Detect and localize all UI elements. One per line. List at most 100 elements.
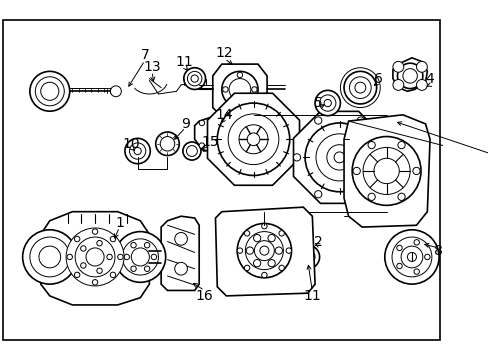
Circle shape [400, 246, 422, 268]
Circle shape [397, 193, 405, 201]
Circle shape [413, 269, 419, 274]
Circle shape [144, 266, 149, 271]
Circle shape [228, 78, 250, 100]
Circle shape [416, 62, 427, 72]
Circle shape [97, 268, 102, 274]
Circle shape [199, 120, 204, 126]
Circle shape [326, 145, 351, 170]
Circle shape [391, 237, 431, 277]
Circle shape [129, 143, 145, 159]
Text: 10: 10 [122, 137, 140, 151]
Circle shape [324, 99, 331, 107]
Text: 1: 1 [115, 216, 123, 230]
Circle shape [222, 71, 258, 108]
Circle shape [122, 239, 158, 275]
Circle shape [367, 193, 374, 201]
Circle shape [151, 254, 156, 260]
Circle shape [319, 95, 335, 111]
Circle shape [237, 72, 242, 78]
Circle shape [187, 71, 202, 86]
Circle shape [131, 266, 136, 271]
Circle shape [397, 63, 422, 89]
Circle shape [424, 254, 429, 260]
Polygon shape [215, 207, 314, 296]
Circle shape [251, 87, 257, 92]
Circle shape [367, 141, 374, 149]
Circle shape [261, 273, 266, 278]
Polygon shape [194, 112, 244, 151]
Circle shape [305, 123, 373, 192]
Circle shape [118, 254, 123, 260]
Circle shape [300, 250, 314, 264]
Text: 15: 15 [201, 135, 219, 149]
Circle shape [228, 114, 278, 165]
Circle shape [315, 134, 362, 181]
Circle shape [356, 190, 364, 198]
Polygon shape [212, 64, 266, 117]
Circle shape [237, 101, 242, 107]
Circle shape [261, 224, 266, 229]
Circle shape [402, 69, 417, 83]
Circle shape [110, 236, 116, 242]
Circle shape [244, 265, 249, 271]
Circle shape [199, 143, 204, 148]
Circle shape [384, 230, 438, 284]
Polygon shape [344, 115, 429, 227]
Circle shape [237, 224, 291, 278]
Circle shape [174, 262, 187, 275]
Circle shape [134, 147, 141, 155]
Circle shape [267, 234, 275, 242]
Circle shape [314, 117, 321, 124]
Circle shape [392, 80, 403, 90]
Circle shape [362, 147, 409, 194]
Text: 6: 6 [373, 72, 382, 86]
Text: 12: 12 [215, 46, 233, 60]
Text: 2: 2 [314, 235, 323, 248]
Text: 9: 9 [181, 117, 190, 131]
Circle shape [245, 231, 283, 270]
Polygon shape [161, 216, 199, 291]
Circle shape [183, 142, 201, 160]
Circle shape [186, 145, 197, 157]
Polygon shape [392, 58, 427, 91]
Text: 8: 8 [433, 244, 442, 258]
Circle shape [22, 230, 77, 284]
Circle shape [237, 248, 242, 253]
Text: 14: 14 [215, 108, 233, 122]
Circle shape [30, 71, 70, 111]
Circle shape [378, 154, 385, 161]
Text: 13: 13 [143, 60, 161, 74]
Circle shape [66, 228, 124, 286]
Polygon shape [293, 111, 385, 203]
Circle shape [155, 132, 179, 156]
Circle shape [356, 117, 364, 124]
Circle shape [253, 234, 260, 242]
Circle shape [253, 260, 260, 267]
Circle shape [416, 80, 427, 90]
Circle shape [396, 245, 402, 251]
Circle shape [35, 77, 64, 106]
Circle shape [232, 120, 238, 126]
Circle shape [144, 243, 149, 248]
Text: 7: 7 [140, 48, 149, 62]
Circle shape [278, 231, 284, 236]
Circle shape [212, 127, 225, 139]
Circle shape [397, 141, 405, 149]
Circle shape [39, 246, 61, 268]
Circle shape [131, 248, 149, 266]
Circle shape [92, 280, 98, 285]
Text: 11: 11 [303, 289, 321, 303]
Polygon shape [41, 212, 149, 305]
Circle shape [81, 263, 86, 268]
Circle shape [41, 82, 59, 100]
Circle shape [259, 246, 268, 255]
Circle shape [244, 231, 249, 236]
Circle shape [106, 254, 112, 260]
Circle shape [124, 254, 129, 260]
Circle shape [373, 158, 399, 184]
Text: 16: 16 [195, 289, 213, 303]
Text: 4: 4 [425, 72, 433, 86]
Text: 11: 11 [176, 55, 193, 69]
Circle shape [267, 260, 275, 267]
Circle shape [246, 133, 259, 145]
